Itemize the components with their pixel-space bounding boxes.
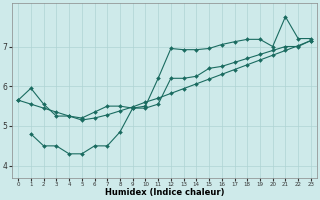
X-axis label: Humidex (Indice chaleur): Humidex (Indice chaleur) bbox=[105, 188, 224, 197]
